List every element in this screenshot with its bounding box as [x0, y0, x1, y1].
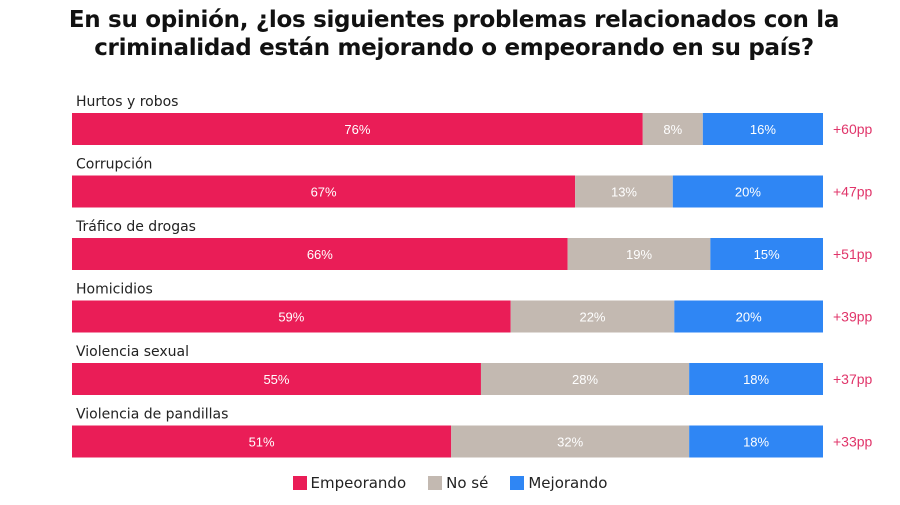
legend: Empeorando No sé Mejorando [0, 474, 900, 492]
category-label: Violencia de pandillas [76, 407, 228, 423]
legend-swatch [428, 476, 443, 490]
category-label: Violencia sexual [76, 344, 189, 360]
data-label: 76% [344, 122, 370, 137]
data-label: 15% [754, 247, 780, 262]
net-label: +37pp [833, 371, 873, 387]
bar-segment [72, 175, 576, 208]
data-label: 19% [626, 247, 652, 262]
bar-segment [480, 363, 690, 395]
net-label: +33pp [833, 434, 873, 450]
bar-segment [674, 300, 823, 333]
legend-label: Mejorando [528, 474, 608, 492]
bar-segment [72, 300, 511, 333]
data-label: 22% [579, 310, 605, 325]
legend-label: No sé [446, 474, 489, 492]
category-label: Corrupción [76, 157, 152, 173]
bar-segment [672, 175, 823, 208]
bar-segment [451, 425, 690, 458]
data-label: 28% [572, 372, 598, 387]
data-label: 16% [750, 122, 776, 137]
legend-label: Empeorando [310, 474, 407, 492]
bar-segment [72, 238, 568, 270]
net-label: +51pp [833, 246, 873, 262]
data-label: 51% [249, 435, 275, 450]
data-label: 20% [736, 310, 762, 325]
bar-segment [72, 363, 481, 395]
net-label: +60pp [833, 121, 873, 137]
data-label: 8% [663, 122, 682, 137]
data-label: 66% [307, 247, 333, 262]
category-label: Hurtos y robos [76, 94, 178, 110]
category-label: Tráfico de drogas [75, 219, 196, 235]
legend-swatch [292, 476, 307, 490]
data-label: 67% [311, 185, 337, 200]
data-label: 55% [263, 372, 289, 387]
chart-title: En su opinión, ¿los siguientes problemas… [68, 7, 840, 61]
legend-item: No sé [428, 474, 488, 492]
net-label: +39pp [833, 309, 873, 325]
chart-plot: Hurtos y robos 76% 8% 16% +60pp Corrupción 67%… [72, 94, 873, 458]
legend-item: Empeorando [292, 474, 407, 492]
bar-segment [702, 113, 823, 145]
data-label: 18% [743, 435, 769, 450]
legend-item: Mejorando [510, 474, 607, 492]
legend-swatch [510, 476, 525, 490]
bar-segment [689, 425, 823, 458]
data-label: 59% [278, 310, 304, 325]
net-label: +47pp [833, 184, 873, 200]
bar-segment [642, 113, 703, 145]
data-label: 13% [611, 185, 637, 200]
bar-segment [567, 238, 711, 270]
bar-segment [689, 363, 823, 395]
data-label: 32% [557, 435, 583, 450]
data-label: 20% [735, 185, 761, 200]
bar-segment [72, 113, 643, 145]
bar-segment [510, 300, 675, 333]
bar-segment [72, 425, 452, 458]
category-label: Homicidios [76, 282, 153, 298]
bar-segment [710, 238, 823, 270]
data-label: 18% [743, 372, 769, 387]
bar-segment [575, 175, 673, 208]
